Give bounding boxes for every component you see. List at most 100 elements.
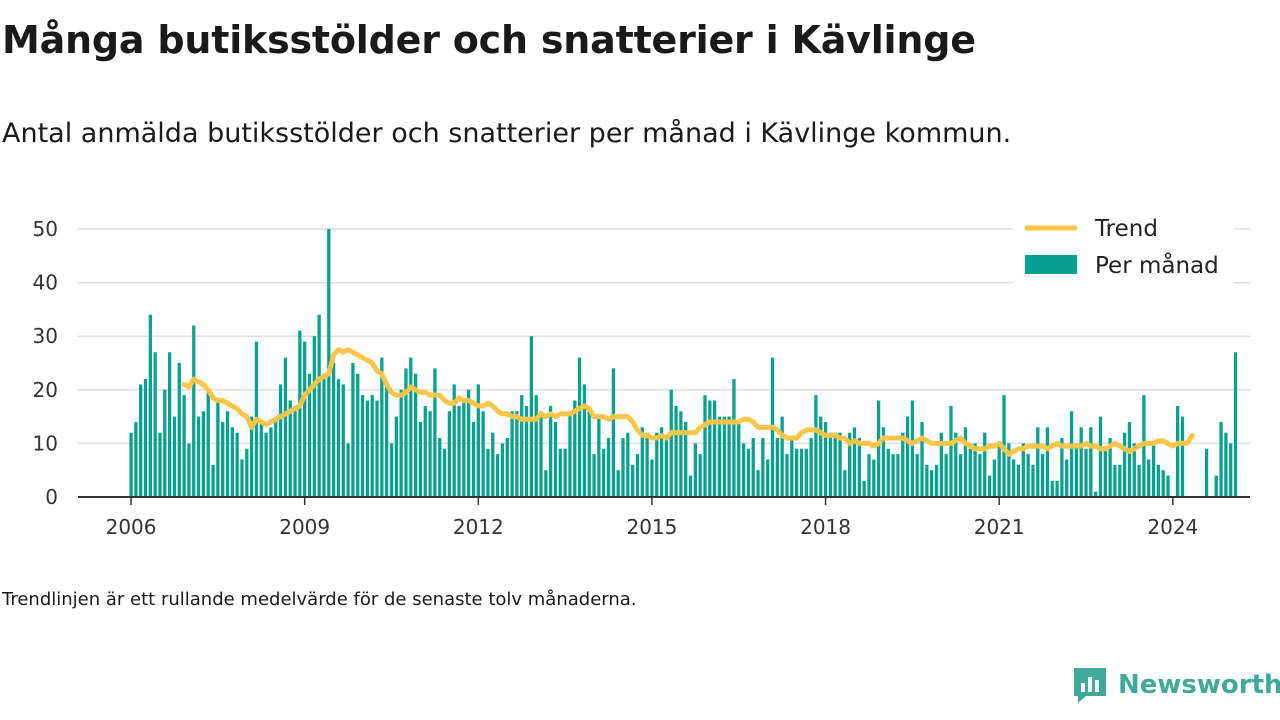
bar [293,405,297,497]
bar [891,454,895,497]
bar [1132,443,1136,497]
bar [722,416,726,497]
bar [264,432,268,497]
bar [1036,427,1040,497]
bar [631,464,635,497]
x-tick-label: 2015 [626,515,677,539]
bar [838,432,842,497]
bar [269,427,273,497]
bar [515,411,519,497]
bar [978,454,982,497]
bar [1161,470,1165,497]
bar [1079,427,1083,497]
bar [177,363,181,497]
bar [1065,459,1069,497]
bar [1229,443,1233,497]
bar [741,443,746,497]
bar [1021,443,1025,497]
bar [312,336,316,497]
bar [1108,438,1112,497]
bar [799,448,804,497]
bar [1007,443,1011,497]
bar [1176,405,1180,497]
bar [848,432,852,497]
bar [944,454,948,497]
bar [394,416,398,497]
bar [621,438,625,497]
x-tick-label: 2018 [800,515,851,539]
bar [404,368,408,497]
bar [910,400,915,497]
y-tick-label: 50 [33,217,58,241]
bar [129,432,133,497]
bar [939,432,943,497]
x-tick-label: 2021 [974,515,1025,539]
bar [491,432,495,497]
bar [225,411,230,497]
bar [577,357,582,497]
bar [278,384,283,497]
bar [1084,448,1088,497]
newsworthy-logo-icon [1074,668,1106,703]
bar [1060,438,1064,497]
bar [1122,432,1127,497]
bar [1219,421,1223,497]
bar [172,416,177,497]
bar [438,438,442,497]
bar [664,438,669,497]
bar [433,368,437,497]
bar [905,416,910,497]
bar [500,443,505,497]
bar [862,480,866,497]
bar [775,438,779,497]
bar [954,432,958,497]
bar [597,416,601,497]
bar [495,454,500,497]
bar [645,432,649,497]
bar [823,421,828,497]
bar [886,448,890,497]
bar [1233,352,1238,497]
bar [1026,454,1030,497]
bar [1094,491,1098,497]
y-axis-ticks: 0 10 20 30 40 50 [33,217,58,509]
bar [703,395,707,497]
bar [192,325,196,497]
bar [298,330,302,497]
bar [558,448,562,497]
bar [674,405,678,497]
y-tick-label: 40 [33,271,58,295]
bar [341,384,345,497]
bar [587,411,591,497]
bar [476,384,480,497]
y-tick-label: 0 [45,485,58,509]
bar [915,454,919,497]
bar [968,448,972,497]
bar [307,373,312,497]
bar [920,421,924,497]
x-axis-ticks: 2006 2009 2012 2015 2018 2021 2024 [106,497,1198,539]
brand[interactable]: Newsworthy [1072,664,1280,706]
bar [1137,464,1141,497]
bar [539,411,543,497]
bar [1089,427,1093,497]
bar [963,427,968,497]
bar [346,443,350,497]
bar [327,229,331,497]
bar [259,421,263,497]
bar [602,448,606,497]
bar [987,475,992,497]
bar [351,363,355,497]
bar [876,400,881,497]
bar [833,432,837,497]
bar [727,416,731,497]
bar [679,411,683,497]
bar [143,379,148,497]
bar [761,438,765,497]
bar [206,389,210,497]
bar [211,464,215,497]
bar [360,395,365,497]
bar [606,438,611,497]
bar [1113,464,1117,497]
bar [949,405,953,497]
